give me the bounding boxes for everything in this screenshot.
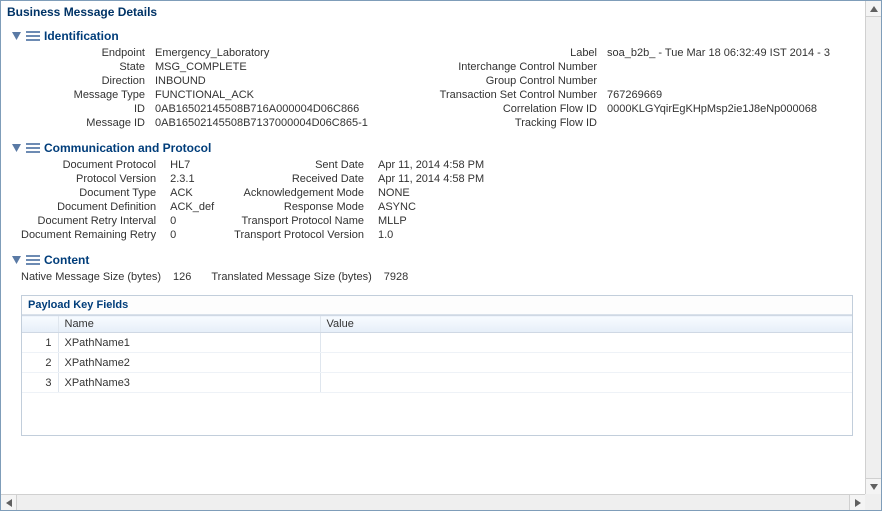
identification-header[interactable]: Identification — [11, 29, 855, 43]
row-index: 2 — [22, 353, 58, 373]
state-value: MSG_COMPLETE — [155, 61, 399, 73]
list-icon — [26, 254, 40, 266]
id-label: ID — [21, 103, 151, 115]
message-type-value: FUNCTIONAL_ACK — [155, 89, 399, 101]
txn-set-ctrl-label: Transaction Set Control Number — [403, 89, 603, 101]
txn-set-ctrl-value: 767269669 — [607, 89, 851, 101]
response-mode-label: Response Mode — [234, 201, 370, 213]
disclosure-icon[interactable] — [11, 31, 22, 42]
translated-size-value: 7928 — [384, 271, 408, 283]
content-area: Business Message Details Identification … — [1, 1, 865, 494]
payload-header-idx[interactable] — [22, 316, 58, 333]
row-index: 1 — [22, 333, 58, 353]
identification-section: Identification Endpoint Emergency_Labora… — [1, 23, 865, 135]
payload-table: Name Value 1 XPathName1 2 XPathName2 — [22, 315, 852, 393]
transport-proto-ver-value: 1.0 — [378, 229, 484, 241]
payload-header-value[interactable]: Value — [320, 316, 852, 333]
row-value — [320, 373, 852, 393]
ack-mode-value: NONE — [378, 187, 484, 199]
scroll-corner — [865, 494, 881, 510]
section-title: Identification — [44, 29, 119, 43]
row-name: XPathName2 — [58, 353, 320, 373]
communication-section: Communication and Protocol Document Prot… — [1, 135, 865, 247]
communication-header[interactable]: Communication and Protocol — [11, 141, 855, 155]
section-title: Communication and Protocol — [44, 141, 211, 155]
disclosure-icon[interactable] — [11, 255, 22, 266]
received-date-label: Received Date — [234, 173, 370, 185]
doc-type-value: ACK — [170, 187, 214, 199]
list-icon — [26, 142, 40, 154]
received-date-value: Apr 11, 2014 4:58 PM — [378, 173, 484, 185]
transport-proto-name-value: MLLP — [378, 215, 484, 227]
vertical-scrollbar[interactable] — [865, 1, 881, 494]
table-row[interactable]: 3 XPathName3 — [22, 373, 852, 393]
protocol-version-label: Protocol Version — [21, 173, 162, 185]
scroll-left-button[interactable] — [1, 495, 17, 511]
row-index: 3 — [22, 373, 58, 393]
translated-size-label: Translated Message Size (bytes) — [211, 271, 377, 283]
direction-value: INBOUND — [155, 75, 399, 87]
section-title: Content — [44, 253, 89, 267]
endpoint-label: Endpoint — [21, 47, 151, 59]
transport-proto-ver-label: Transport Protocol Version — [234, 229, 370, 241]
payload-title: Payload Key Fields — [22, 296, 852, 315]
doc-definition-value: ACK_def — [170, 201, 214, 213]
doc-remaining-retry-value: 0 — [170, 229, 214, 241]
disclosure-icon[interactable] — [11, 143, 22, 154]
payload-header-row: Name Value — [22, 316, 852, 333]
payload-header-name[interactable]: Name — [58, 316, 320, 333]
identification-grid: Endpoint Emergency_Laboratory Label soa_… — [21, 47, 851, 129]
payload-key-fields-box: Payload Key Fields Name Value 1 XPathNam… — [21, 295, 853, 436]
doc-definition-label: Document Definition — [21, 201, 162, 213]
direction-label: Direction — [21, 75, 151, 87]
endpoint-value: Emergency_Laboratory — [155, 47, 399, 59]
table-row[interactable]: 1 XPathName1 — [22, 333, 852, 353]
response-mode-value: ASYNC — [378, 201, 484, 213]
native-size-value: 126 — [173, 271, 191, 283]
table-row[interactable]: 2 XPathName2 — [22, 353, 852, 373]
message-id-value: 0AB16502145508B7137000004D06C865-1 — [155, 117, 399, 129]
content-section: Content Native Message Size (bytes) 126 … — [1, 247, 865, 289]
tracking-flow-value — [607, 117, 851, 129]
message-id-label: Message ID — [21, 117, 151, 129]
panel-title: Business Message Details — [1, 1, 865, 23]
doc-remaining-retry-label: Document Remaining Retry — [21, 229, 162, 241]
row-name: XPathName1 — [58, 333, 320, 353]
payload-spacer — [22, 393, 852, 435]
tracking-flow-label: Tracking Flow ID — [403, 117, 603, 129]
group-ctrl-label: Group Control Number — [403, 75, 603, 87]
scroll-right-button[interactable] — [849, 495, 865, 511]
horizontal-scrollbar[interactable] — [1, 494, 865, 510]
business-message-details-panel: Business Message Details Identification … — [0, 0, 882, 511]
interchange-ctrl-value — [607, 61, 851, 73]
scroll-up-button[interactable] — [866, 1, 882, 17]
row-value — [320, 353, 852, 373]
native-size-label: Native Message Size (bytes) — [21, 271, 167, 283]
communication-grid: Document Protocol HL7 Protocol Version 2… — [21, 159, 855, 241]
label-label: Label — [403, 47, 603, 59]
ack-mode-label: Acknowledgement Mode — [234, 187, 370, 199]
interchange-ctrl-label: Interchange Control Number — [403, 61, 603, 73]
id-value: 0AB16502145508B716A000004D06C866 — [155, 103, 399, 115]
transport-proto-name-label: Transport Protocol Name — [234, 215, 370, 227]
label-value: soa_b2b_ - Tue Mar 18 06:32:49 IST 2014 … — [607, 47, 851, 59]
doc-retry-interval-value: 0 — [170, 215, 214, 227]
row-value — [320, 333, 852, 353]
list-icon — [26, 30, 40, 42]
scroll-down-button[interactable] — [866, 478, 882, 494]
row-name: XPathName3 — [58, 373, 320, 393]
sent-date-label: Sent Date — [234, 159, 370, 171]
doc-type-label: Document Type — [21, 187, 162, 199]
sent-date-value: Apr 11, 2014 4:58 PM — [378, 159, 484, 171]
message-type-label: Message Type — [21, 89, 151, 101]
protocol-version-value: 2.3.1 — [170, 173, 214, 185]
doc-protocol-value: HL7 — [170, 159, 214, 171]
content-header[interactable]: Content — [11, 253, 855, 267]
correlation-flow-label: Correlation Flow ID — [403, 103, 603, 115]
state-label: State — [21, 61, 151, 73]
correlation-flow-value: 0000KLGYqirEgKHpMsp2ie1J8eNp000068 — [607, 103, 851, 115]
doc-retry-interval-label: Document Retry Interval — [21, 215, 162, 227]
group-ctrl-value — [607, 75, 851, 87]
doc-protocol-label: Document Protocol — [21, 159, 162, 171]
